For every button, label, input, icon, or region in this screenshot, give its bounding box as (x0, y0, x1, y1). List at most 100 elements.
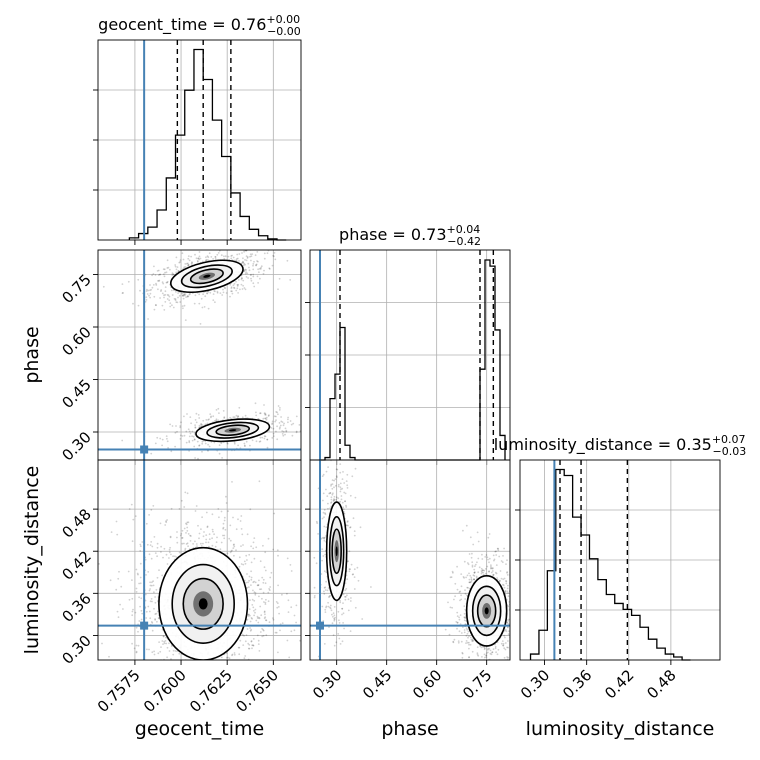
sample-point (166, 259, 169, 262)
sample-point (340, 488, 342, 491)
sample-point (511, 566, 513, 568)
sample-point (281, 622, 284, 624)
sample-point (470, 580, 473, 583)
sample-point (148, 648, 150, 651)
sample-point (516, 597, 518, 599)
sample-point (258, 267, 261, 270)
sample-point (212, 415, 215, 418)
sample-point (152, 584, 155, 587)
sample-point (505, 580, 507, 582)
sample-point (163, 309, 166, 311)
sample-point (150, 686, 152, 688)
sample-point (502, 644, 504, 647)
sample-point (176, 650, 179, 653)
sample-point (121, 292, 124, 294)
sample-point (245, 255, 248, 258)
sample-point (469, 574, 472, 577)
sample-point (130, 503, 133, 506)
sample-point (156, 436, 159, 439)
sample-point (260, 588, 263, 590)
sample-point (223, 417, 226, 419)
sample-point (327, 601, 329, 604)
sample-point (187, 262, 189, 265)
sample-point (185, 430, 188, 433)
sample-point (500, 642, 503, 645)
sample-point (487, 647, 489, 650)
sample-point (170, 507, 173, 510)
sample-point (349, 630, 352, 632)
sample-point (340, 495, 343, 497)
sample-point (284, 427, 287, 430)
sample-point (153, 607, 155, 610)
sample-point (281, 593, 283, 596)
sample-point (272, 617, 274, 619)
sample-point (195, 257, 198, 260)
sample-point (459, 614, 462, 616)
sample-point (357, 579, 360, 582)
sample-point (195, 421, 198, 424)
sample-point (499, 579, 501, 582)
sample-point (342, 441, 344, 443)
sample-point (137, 304, 140, 307)
sample-point (481, 553, 483, 556)
sample-point (257, 282, 259, 284)
sample-point (252, 581, 255, 584)
sample-point (472, 543, 475, 546)
sample-point (205, 511, 208, 514)
sample-point (325, 488, 327, 491)
sample-point (199, 660, 201, 662)
sample-point (462, 626, 464, 628)
sample-point (488, 561, 490, 564)
sample-point (495, 572, 498, 575)
sample-point (249, 662, 251, 664)
sample-point (502, 642, 505, 645)
sample-point (492, 648, 495, 651)
sample-point (205, 541, 207, 544)
sample-point (276, 549, 279, 552)
sample-point (333, 606, 336, 608)
sample-point (184, 549, 187, 551)
sample-point (131, 662, 133, 664)
sample-point (252, 547, 255, 550)
sample-point (153, 650, 156, 653)
sample-point (329, 604, 332, 607)
sample-point (323, 593, 326, 595)
sample-point (334, 478, 337, 480)
sample-point (506, 571, 509, 573)
sample-point (264, 603, 267, 605)
sample-point (250, 617, 253, 619)
sample-point (506, 590, 509, 593)
sample-point (149, 544, 152, 546)
sample-point (213, 533, 216, 536)
sample-point (162, 635, 165, 638)
sample-point (250, 273, 253, 276)
sample-point (293, 629, 296, 632)
sample-point (271, 437, 274, 439)
y-tick-label: 0.36 (58, 589, 94, 625)
sample-point (209, 661, 211, 663)
sample-point (252, 644, 255, 647)
sample-point (254, 581, 257, 584)
sample-point (335, 496, 338, 499)
sample-point (161, 304, 164, 307)
sample-point (471, 564, 474, 567)
sample-point (155, 282, 157, 285)
sample-point (268, 621, 271, 624)
sample-point (150, 598, 153, 600)
sample-point (139, 543, 142, 546)
sample-point (502, 584, 505, 587)
sample-point (507, 656, 510, 659)
sample-point (284, 433, 286, 436)
sample-point (287, 611, 290, 613)
sample-point (333, 617, 335, 620)
sample-point (476, 531, 479, 534)
sample-point (244, 288, 247, 291)
sample-point (253, 537, 256, 539)
sample-point (218, 516, 220, 519)
sample-point (147, 605, 150, 608)
sample-point (481, 662, 483, 664)
sample-point (248, 266, 250, 269)
sample-point (517, 591, 519, 593)
sample-point (220, 442, 223, 445)
sample-point (198, 444, 201, 447)
